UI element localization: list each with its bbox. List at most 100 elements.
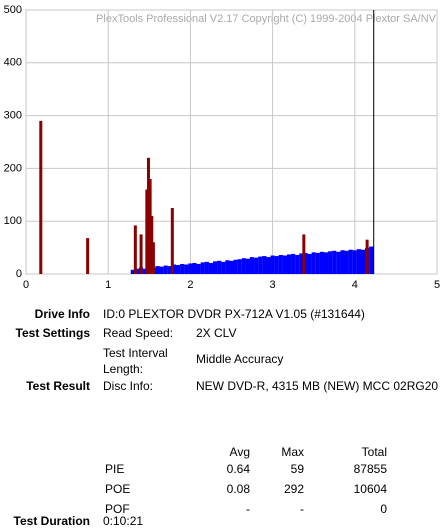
result-table: Avg Max Total PIE 0.64 59 87855 POE 0.08 292 10604… [0,300,446,530]
bar [145,189,149,274]
x-tick-label: 5 [434,279,440,291]
bar [233,259,238,274]
bar [302,234,306,274]
x-tick-label: 0 [23,279,29,291]
value: 2X CLV [196,326,237,340]
x-tick-label: 4 [352,279,358,291]
plot-area [25,9,438,275]
y-tick-label: 300 [4,110,22,122]
y-tick-label: 100 [4,215,22,227]
value: ID:0 PLEXTOR DVDR PX-712A V1.05 (#131644… [103,307,365,321]
bar [229,260,234,274]
bar [143,268,148,274]
bar [163,265,168,274]
bar [274,256,279,274]
table-cell: Max [281,445,304,459]
bar [315,252,320,274]
bar [171,264,177,274]
bar [130,269,135,274]
bar [39,120,43,274]
bar [134,268,140,274]
bar [180,263,185,274]
bar [369,246,374,274]
bar [295,254,300,274]
value: Middle Accuracy [196,352,284,366]
chart: PlexTools Professional V2.17 Copyright (… [4,4,440,291]
value: NEW DVD-R, 4315 MB (NEW) MCC 02RG20 [196,379,439,393]
bar [319,251,325,274]
bar [139,234,143,274]
bar [340,250,345,274]
label: Test Interval Length: [103,346,168,376]
bar [360,249,366,274]
bar [200,262,205,274]
bar [151,242,155,274]
x-tick-label: 3 [270,279,276,291]
y-tick-label: 500 [4,4,22,16]
bar [204,261,209,274]
bar [237,259,242,274]
bar [208,262,214,274]
bar [249,257,255,274]
bar [150,215,154,274]
bar [170,208,174,274]
bar [217,260,222,274]
table-cell: POF [105,502,130,516]
y-tick-label: 200 [4,162,22,174]
bar [336,251,341,274]
bar [221,261,226,274]
bar [245,258,251,274]
bar [344,250,349,274]
bar [282,255,288,274]
bar [148,178,152,274]
label: Test Duration [13,514,90,528]
table-cell: 87855 [353,462,387,476]
table-cell: POE [105,482,131,496]
bar [270,255,275,274]
bar [323,252,329,274]
table-cell: 59 [290,462,304,476]
bar [328,251,333,274]
y-tick-label: 0 [16,268,22,280]
table-cell: 0.08 [226,482,250,496]
bar [356,249,362,274]
table-cell: 292 [283,482,304,496]
bar [254,257,259,274]
bar [348,249,353,274]
bar [175,265,181,274]
bar [184,264,189,274]
bar [167,266,172,274]
bar [286,254,292,274]
bar [146,157,150,274]
watermark: PlexTools Professional V2.17 Copyright (… [96,13,437,25]
bar [159,266,164,274]
label: Test Settings [15,326,90,340]
label: Disc Info: [103,379,154,393]
bar [332,250,337,274]
bar [352,250,357,274]
bar [303,252,308,274]
bar [188,263,193,274]
bar [278,254,283,274]
bar [196,263,201,274]
bar [225,260,230,274]
table-cell: - [300,502,304,516]
bar [262,256,267,274]
bar [192,262,197,274]
bar [365,239,369,274]
table-cell: Avg [229,445,250,459]
bar [212,261,218,274]
bar [133,225,137,274]
table-cell: Total [361,445,387,459]
label: Drive Info [34,307,90,321]
label: Read Speed: [103,326,174,340]
x-tick-label: 1 [105,279,111,291]
value: 0:10:21 [103,514,144,528]
table-cell: PIE [105,462,125,476]
bar [307,253,312,274]
table-cell: 10604 [353,482,387,496]
y-tick-label: 400 [4,57,22,69]
bar [311,252,316,274]
bar [86,238,90,274]
